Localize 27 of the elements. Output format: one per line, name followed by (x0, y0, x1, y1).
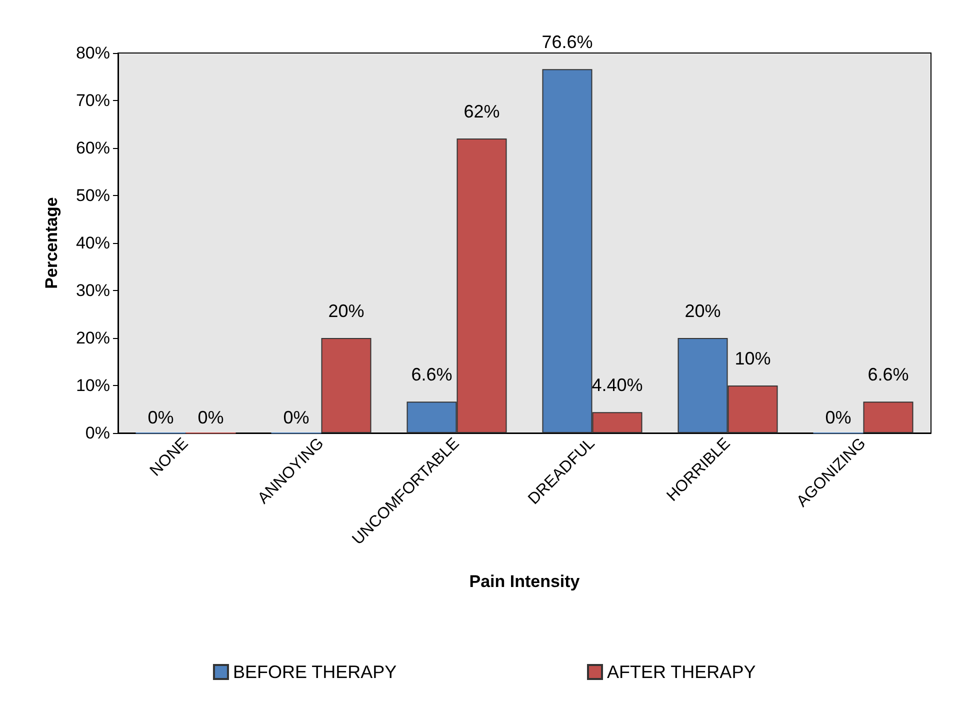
y-tick-label: 10% (76, 376, 110, 395)
y-tick-label: 40% (76, 234, 110, 252)
bar (321, 338, 372, 433)
data-label: 20% (684, 301, 721, 321)
y-tick-label: 20% (76, 328, 110, 348)
data-label: 6.6% (868, 364, 909, 385)
legend-label: BEFORE THERAPY (232, 662, 397, 682)
y-tick-label: 70% (76, 91, 110, 110)
y-tick-label: 50% (76, 186, 110, 205)
y-tick-label: 30% (76, 281, 110, 300)
y-tick-label: 80% (76, 44, 110, 62)
data-label: 6.6% (411, 364, 452, 385)
bar (863, 402, 914, 433)
data-label: 0% (148, 408, 174, 428)
data-label: 76.6% (542, 32, 593, 52)
data-label: 10% (734, 348, 771, 368)
data-label: 0% (283, 408, 310, 428)
y-axis-title: Percentage (42, 197, 61, 289)
data-label: 20% (328, 301, 364, 321)
data-label: 0% (825, 408, 852, 428)
data-label: 0% (198, 408, 224, 428)
data-label: 62% (464, 102, 500, 122)
y-tick-label: 0% (85, 424, 110, 442)
legend-label: AFTER THERAPY (607, 662, 756, 682)
x-axis-title: Pain Intensity (469, 572, 580, 591)
y-tick-label: 60% (76, 138, 110, 158)
data-label: 4.40% (592, 375, 643, 396)
